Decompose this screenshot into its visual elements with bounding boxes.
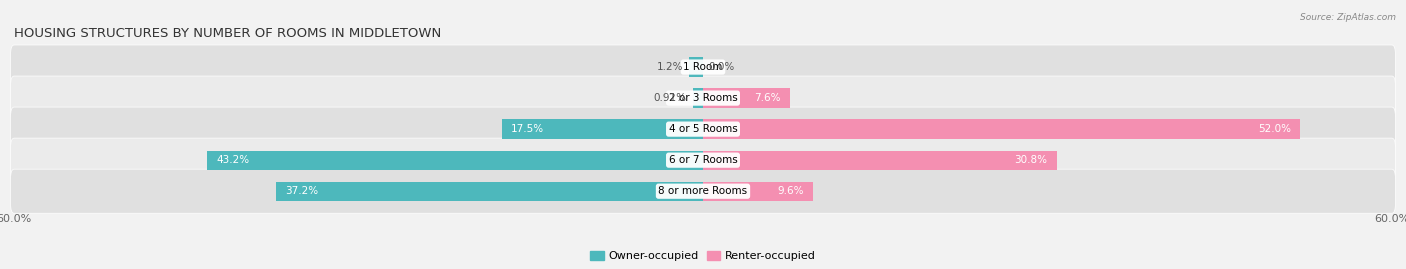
Text: 37.2%: 37.2% (285, 186, 318, 196)
Bar (693, 89, 703, 108)
Text: 7.6%: 7.6% (755, 93, 782, 103)
FancyBboxPatch shape (11, 138, 1395, 182)
Bar (703, 119, 1301, 139)
Bar (703, 182, 813, 201)
Text: Source: ZipAtlas.com: Source: ZipAtlas.com (1301, 13, 1396, 22)
FancyBboxPatch shape (11, 45, 1395, 89)
Text: 17.5%: 17.5% (512, 124, 544, 134)
Bar (703, 151, 1057, 170)
Text: 2 or 3 Rooms: 2 or 3 Rooms (669, 93, 737, 103)
Text: 0.91%: 0.91% (654, 93, 686, 103)
Bar (207, 151, 703, 170)
Bar (276, 182, 703, 201)
Text: 52.0%: 52.0% (1258, 124, 1291, 134)
Text: 6 or 7 Rooms: 6 or 7 Rooms (669, 155, 737, 165)
Text: 43.2%: 43.2% (217, 155, 249, 165)
FancyBboxPatch shape (11, 107, 1395, 151)
Text: 1.2%: 1.2% (657, 62, 683, 72)
Text: 1 Room: 1 Room (683, 62, 723, 72)
Legend: Owner-occupied, Renter-occupied: Owner-occupied, Renter-occupied (586, 246, 820, 266)
Text: 0.0%: 0.0% (709, 62, 735, 72)
Bar (502, 119, 703, 139)
FancyBboxPatch shape (11, 76, 1395, 120)
Text: 30.8%: 30.8% (1015, 155, 1047, 165)
Bar (689, 57, 703, 77)
Text: 8 or more Rooms: 8 or more Rooms (658, 186, 748, 196)
Bar (703, 89, 790, 108)
Text: 4 or 5 Rooms: 4 or 5 Rooms (669, 124, 737, 134)
Text: HOUSING STRUCTURES BY NUMBER OF ROOMS IN MIDDLETOWN: HOUSING STRUCTURES BY NUMBER OF ROOMS IN… (14, 27, 441, 40)
FancyBboxPatch shape (11, 169, 1395, 213)
Text: 9.6%: 9.6% (778, 186, 804, 196)
